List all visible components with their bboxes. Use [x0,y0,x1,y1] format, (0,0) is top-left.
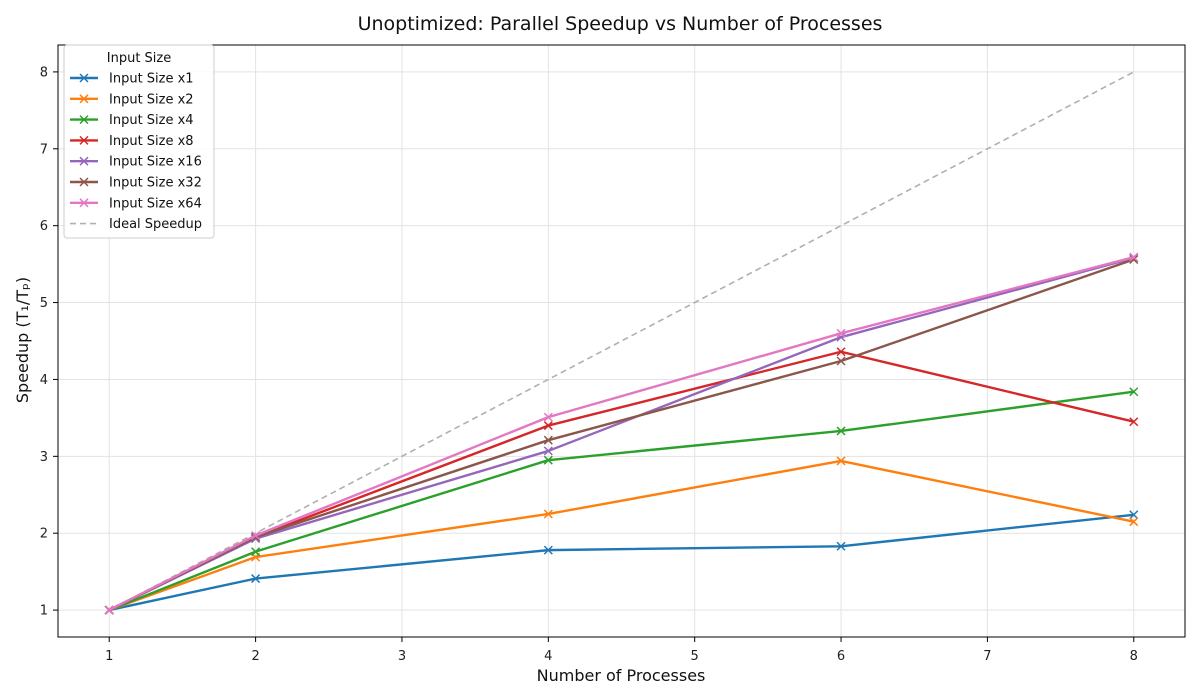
data-point-marker [1129,387,1139,397]
legend-swatch-marker [79,198,89,208]
y-tick-label: 6 [40,219,48,234]
data-point-marker [251,530,261,541]
legend-item: Input Size x4 [70,113,194,128]
series-input-size-x8 [104,347,1139,615]
legend-label: Input Size x2 [109,92,194,107]
x-axis-label: Number of Processes [537,666,706,685]
ideal-speedup-layer [108,71,1135,611]
x-tick-label: 6 [837,649,845,664]
x-tick-label: 1 [105,649,113,664]
plot-area-frame [57,44,1186,638]
data-point-marker [1129,417,1139,427]
y-axis-label: Speedup (T₁/Tₚ) [13,277,32,403]
series-input-size-x16 [104,253,1139,615]
data-point-marker [543,455,553,465]
legend-swatch-marker [79,94,89,104]
legend-label: Input Size x1 [109,72,194,87]
series-line-input-size-x8 [108,350,1135,612]
legend-item: Input Size x2 [70,92,194,107]
legend-item: Input Size x32 [70,176,202,191]
y-tick-label: 4 [40,373,48,388]
x-tick-label: 7 [983,649,991,664]
legend-swatch-marker [79,115,89,125]
legend-item: Input Size x64 [70,196,202,211]
series-input-size-x32 [104,254,1139,615]
legend-title: Input Size [107,51,171,66]
data-point-marker [251,574,261,584]
legend-item: Input Size x1 [70,72,194,87]
legend: Input Size Input Size x1 Input Size x2 Inpu… [63,44,215,239]
series-line-input-size-x32 [108,258,1135,612]
data-point-marker [836,426,846,436]
legend-label: Input Size x64 [109,196,202,211]
legend-swatch-marker [79,156,89,166]
legend-label: Ideal Speedup [109,217,202,232]
legend-item: Ideal Speedup [70,217,202,232]
y-tick-label: 7 [40,142,48,157]
x-tick-label: 2 [251,649,259,664]
data-point-marker [543,446,553,456]
y-tick-label: 5 [40,296,48,311]
y-tick-label: 3 [40,450,48,465]
data-point-marker [836,347,846,357]
y-tick-label: 1 [40,604,48,619]
data-point-marker [543,435,553,445]
series-input-size-x64 [104,252,1139,615]
x-tick-label: 5 [691,649,699,664]
data-point-marker [836,356,846,366]
legend-item: Input Size x8 [70,134,194,149]
data-point-marker [836,456,846,466]
data-point-marker [543,509,553,519]
data-point-marker [836,541,846,551]
data-point-marker [1129,510,1139,520]
legend-label: Input Size x8 [109,134,194,149]
y-tick-label: 8 [40,65,48,80]
data-point-marker [836,328,846,338]
data-point-marker [543,545,553,555]
data-point-marker [1129,252,1139,262]
legend-swatch-marker [79,135,89,145]
series-line-input-size-x16 [108,256,1135,612]
legend-swatch-marker [79,73,89,83]
series-layer [104,252,1139,615]
data-point-marker [251,547,261,557]
x-tick-label: 4 [544,649,552,664]
legend-label: Input Size x4 [109,113,194,128]
legend-swatch-marker [79,177,89,187]
y-axis-ticks: 1 2 3 4 5 6 7 8 [40,65,58,619]
x-tick-label: 3 [398,649,406,664]
data-point-marker [543,421,553,431]
x-tick-label: 8 [1130,649,1138,664]
data-point-marker [104,605,114,615]
legend-item: Input Size x16 [70,155,202,170]
grid-lines [58,45,1185,637]
data-point-marker [543,412,553,422]
x-axis-ticks: 1 2 3 4 5 6 7 8 [105,637,1138,664]
legend-box [63,44,215,239]
series-input-size-x1 [104,510,1139,615]
y-tick-label: 2 [40,527,48,542]
legend-label: Input Size x16 [109,155,202,170]
chart-title: Unoptimized: Parallel Speedup vs Number … [358,13,883,35]
data-point-marker [1129,517,1139,527]
ideal-speedup-line [108,71,1135,611]
legend-label: Input Size x32 [109,176,202,191]
